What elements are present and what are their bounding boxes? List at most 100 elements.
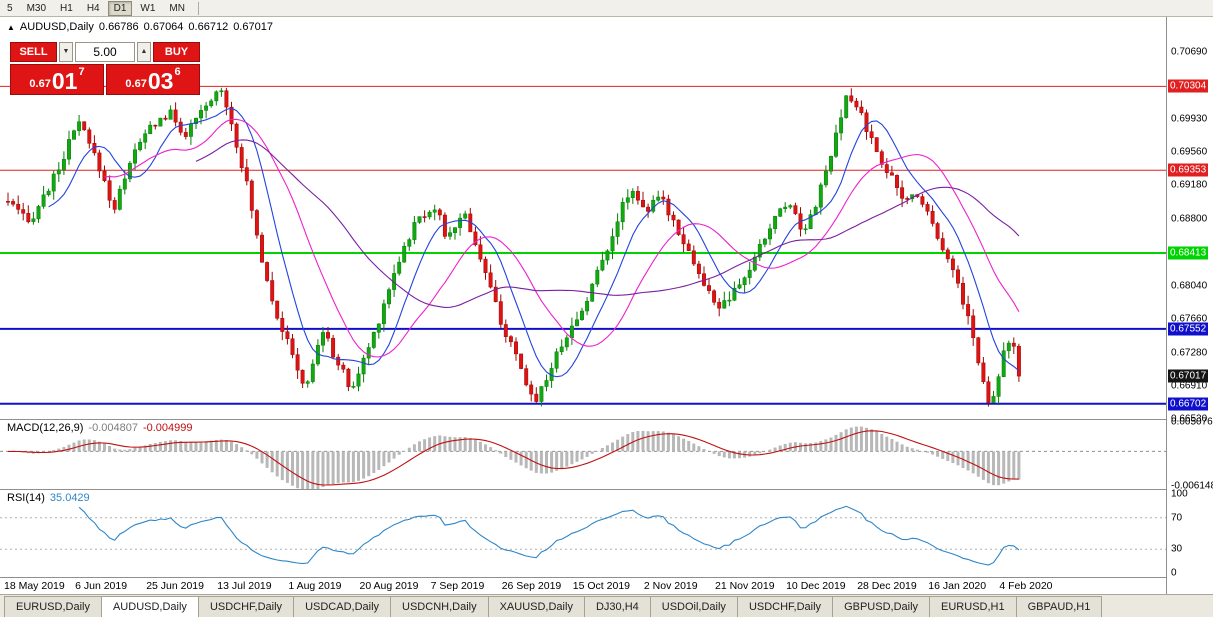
timeframe-button-h1[interactable]: H1 [60,2,73,14]
rsi-label: RSI(14) 35.0429 [7,492,95,504]
tab-usdcnh-daily[interactable]: USDCNH,Daily [390,596,489,617]
x-axis-label: 25 Jun 2019 [146,580,204,592]
x-axis-label: 10 Dec 2019 [786,580,846,592]
price-axis-tick: 0.66910 [1171,380,1208,391]
price-axis-tick: 0.69560 [1171,146,1208,158]
tab-audusd-daily[interactable]: AUDUSD,Daily [100,596,199,617]
macd-histogram [11,426,1021,489]
x-axis-label: 21 Nov 2019 [715,580,775,592]
price-axis-separator [1166,17,1167,594]
sell-price-prefix: 0.67 [29,78,51,90]
price-axis[interactable]: 0.70690 0.69930 0.69560 0.69180 0.68800 0.680… [1167,17,1213,594]
price-axis-tick: 0.70690 [1171,46,1208,58]
timeframe-button-5[interactable]: 5 [7,2,13,14]
x-axis-label: 7 Sep 2019 [430,580,485,592]
tab-eurusd-daily[interactable]: EURUSD,Daily [4,596,102,617]
hline-price-tag: 0.70304 [1168,79,1209,93]
x-axis-label: 16 Jan 2020 [928,580,987,592]
rsi-axis-tick: 30 [1171,543,1183,555]
buy-button[interactable]: BUY [153,42,200,62]
tab-usdchf-daily[interactable]: USDCHF,Daily [736,596,834,617]
volume-input[interactable] [75,42,135,62]
ma-slow-line [195,139,1020,308]
macd-label: MACD(12,26,9) -0.004807 -0.004999 [7,422,198,434]
ohlc-open: 0.66786 [98,21,139,33]
macd-axis-tick: 0.005076 [1171,416,1213,428]
symbol-expand-icon[interactable]: ▲ [7,23,15,32]
macd-rsi-separator[interactable] [0,489,1213,490]
macd-name: MACD(12,26,9) [7,422,84,434]
x-axis-label: 6 Jun 2019 [75,580,128,592]
x-axis-label: 18 May 2019 [4,580,65,592]
hline-price-tag: 0.68413 [1168,246,1209,260]
price-axis-tick: 0.68800 [1171,213,1208,225]
timeframe-button-w1[interactable]: W1 [140,2,156,14]
macd-signal-line [8,430,1019,486]
buy-price-pips: 03 [147,68,174,94]
macd-value-signal: -0.004999 [142,422,193,434]
x-axis-label: 15 Oct 2019 [572,580,631,592]
price-axis-tick: 0.66530 [1171,413,1208,425]
chart-title: AUDUSD,Daily [19,21,94,33]
buy-price-point: 6 [174,66,181,78]
price-axis-tick: 0.68040 [1171,280,1208,292]
x-axis-label: 4 Feb 2020 [999,580,1053,592]
tab-gbpusd-daily[interactable]: GBPUSD,Daily [832,596,931,617]
time-axis[interactable]: 18 May 2019 6 Jun 2019 25 Jun 2019 13 Jul 2… [0,578,1166,594]
price-axis-tick: 0.67660 [1171,313,1208,325]
rsi-dateaxis-separator [0,577,1213,578]
hline-price-tag: 0.67552 [1168,322,1209,336]
tab-eurusd-h1[interactable]: EURUSD,H1 [929,596,1017,617]
tab-usdoil-daily[interactable]: USDOil,Daily [649,596,738,617]
buy-price-button[interactable]: 0.67 03 6 [106,64,200,95]
rsi-axis-tick: 100 [1171,488,1188,500]
x-axis-label: 13 Jul 2019 [217,580,272,592]
toolbar-separator [197,1,199,15]
rsi-line [78,505,1020,566]
hline-price-tag: 0.66702 [1168,397,1209,411]
timeframe-button-h4[interactable]: H4 [86,2,100,14]
tab-gbpaud-h1[interactable]: GBPAUD,H1 [1015,596,1103,617]
timeframe-button-mn[interactable]: MN [169,2,185,14]
ma-mid-line [104,118,1020,358]
rsi-axis-tick: 70 [1171,512,1183,524]
x-axis-label: 20 Aug 2019 [359,580,419,592]
chart-tabs-bar: EURUSD,Daily AUDUSD,Daily USDCHF,Daily USDC… [0,594,1213,617]
tab-usdchf-daily[interactable]: USDCHF,Daily [197,596,295,617]
rsi-value: 35.0429 [49,492,90,504]
sell-price-pips: 01 [51,68,78,94]
timeframe-button-d1[interactable]: D1 [107,0,133,16]
current-price-tag: 0.67017 [1168,369,1209,383]
macd-value-histogram: -0.004807 [88,422,138,434]
tab-usdcad-daily[interactable]: USDCAD,Daily [293,596,392,617]
ohlc-close: 0.67017 [233,21,273,33]
candles-layer [6,87,1021,407]
main-macd-separator[interactable] [0,419,1213,420]
volume-decrease-icon[interactable]: ▼ [59,42,73,62]
tab-xauusd-daily[interactable]: XAUUSD,Daily [487,596,585,617]
volume-increase-icon[interactable]: ▲ [137,42,151,62]
one-click-trade-panel: SELL ▼ ▲ BUY 0.67 01 7 0.67 03 6 [10,42,200,95]
chart-ohlc-header: ▲ AUDUSD,Daily 0.66786 0.67064 0.66712 0.6701… [7,21,278,33]
x-axis-label: 2 Nov 2019 [643,580,698,592]
macd-axis-tick: -0.006148 [1171,480,1213,492]
ohlc-high: 0.67064 [143,21,184,33]
rsi-name: RSI(14) [7,492,45,504]
ohlc-low: 0.66712 [188,21,229,33]
sell-price-button[interactable]: 0.67 01 7 [10,64,104,95]
buy-price-prefix: 0.67 [125,78,147,90]
sell-button[interactable]: SELL [10,42,57,62]
timeframe-toolbar: 5 M30 H1 H4 D1 W1 MN [0,0,1213,17]
x-axis-label: 26 Sep 2019 [501,580,562,592]
macd-panel-canvas[interactable] [0,420,1166,489]
ma-fast-line [48,107,1020,378]
tab-dj30-h4[interactable]: DJ30,H4 [583,596,651,617]
price-axis-tick: 0.69180 [1171,179,1208,191]
x-axis-label: 28 Dec 2019 [857,580,917,592]
hline-price-tag: 0.69353 [1168,163,1209,177]
timeframe-button-m30[interactable]: M30 [26,2,47,14]
price-axis-tick: 0.67280 [1171,347,1208,359]
price-axis-tick: 0.69930 [1171,113,1208,125]
sell-price-point: 7 [78,66,85,78]
rsi-panel-canvas[interactable] [0,490,1166,577]
